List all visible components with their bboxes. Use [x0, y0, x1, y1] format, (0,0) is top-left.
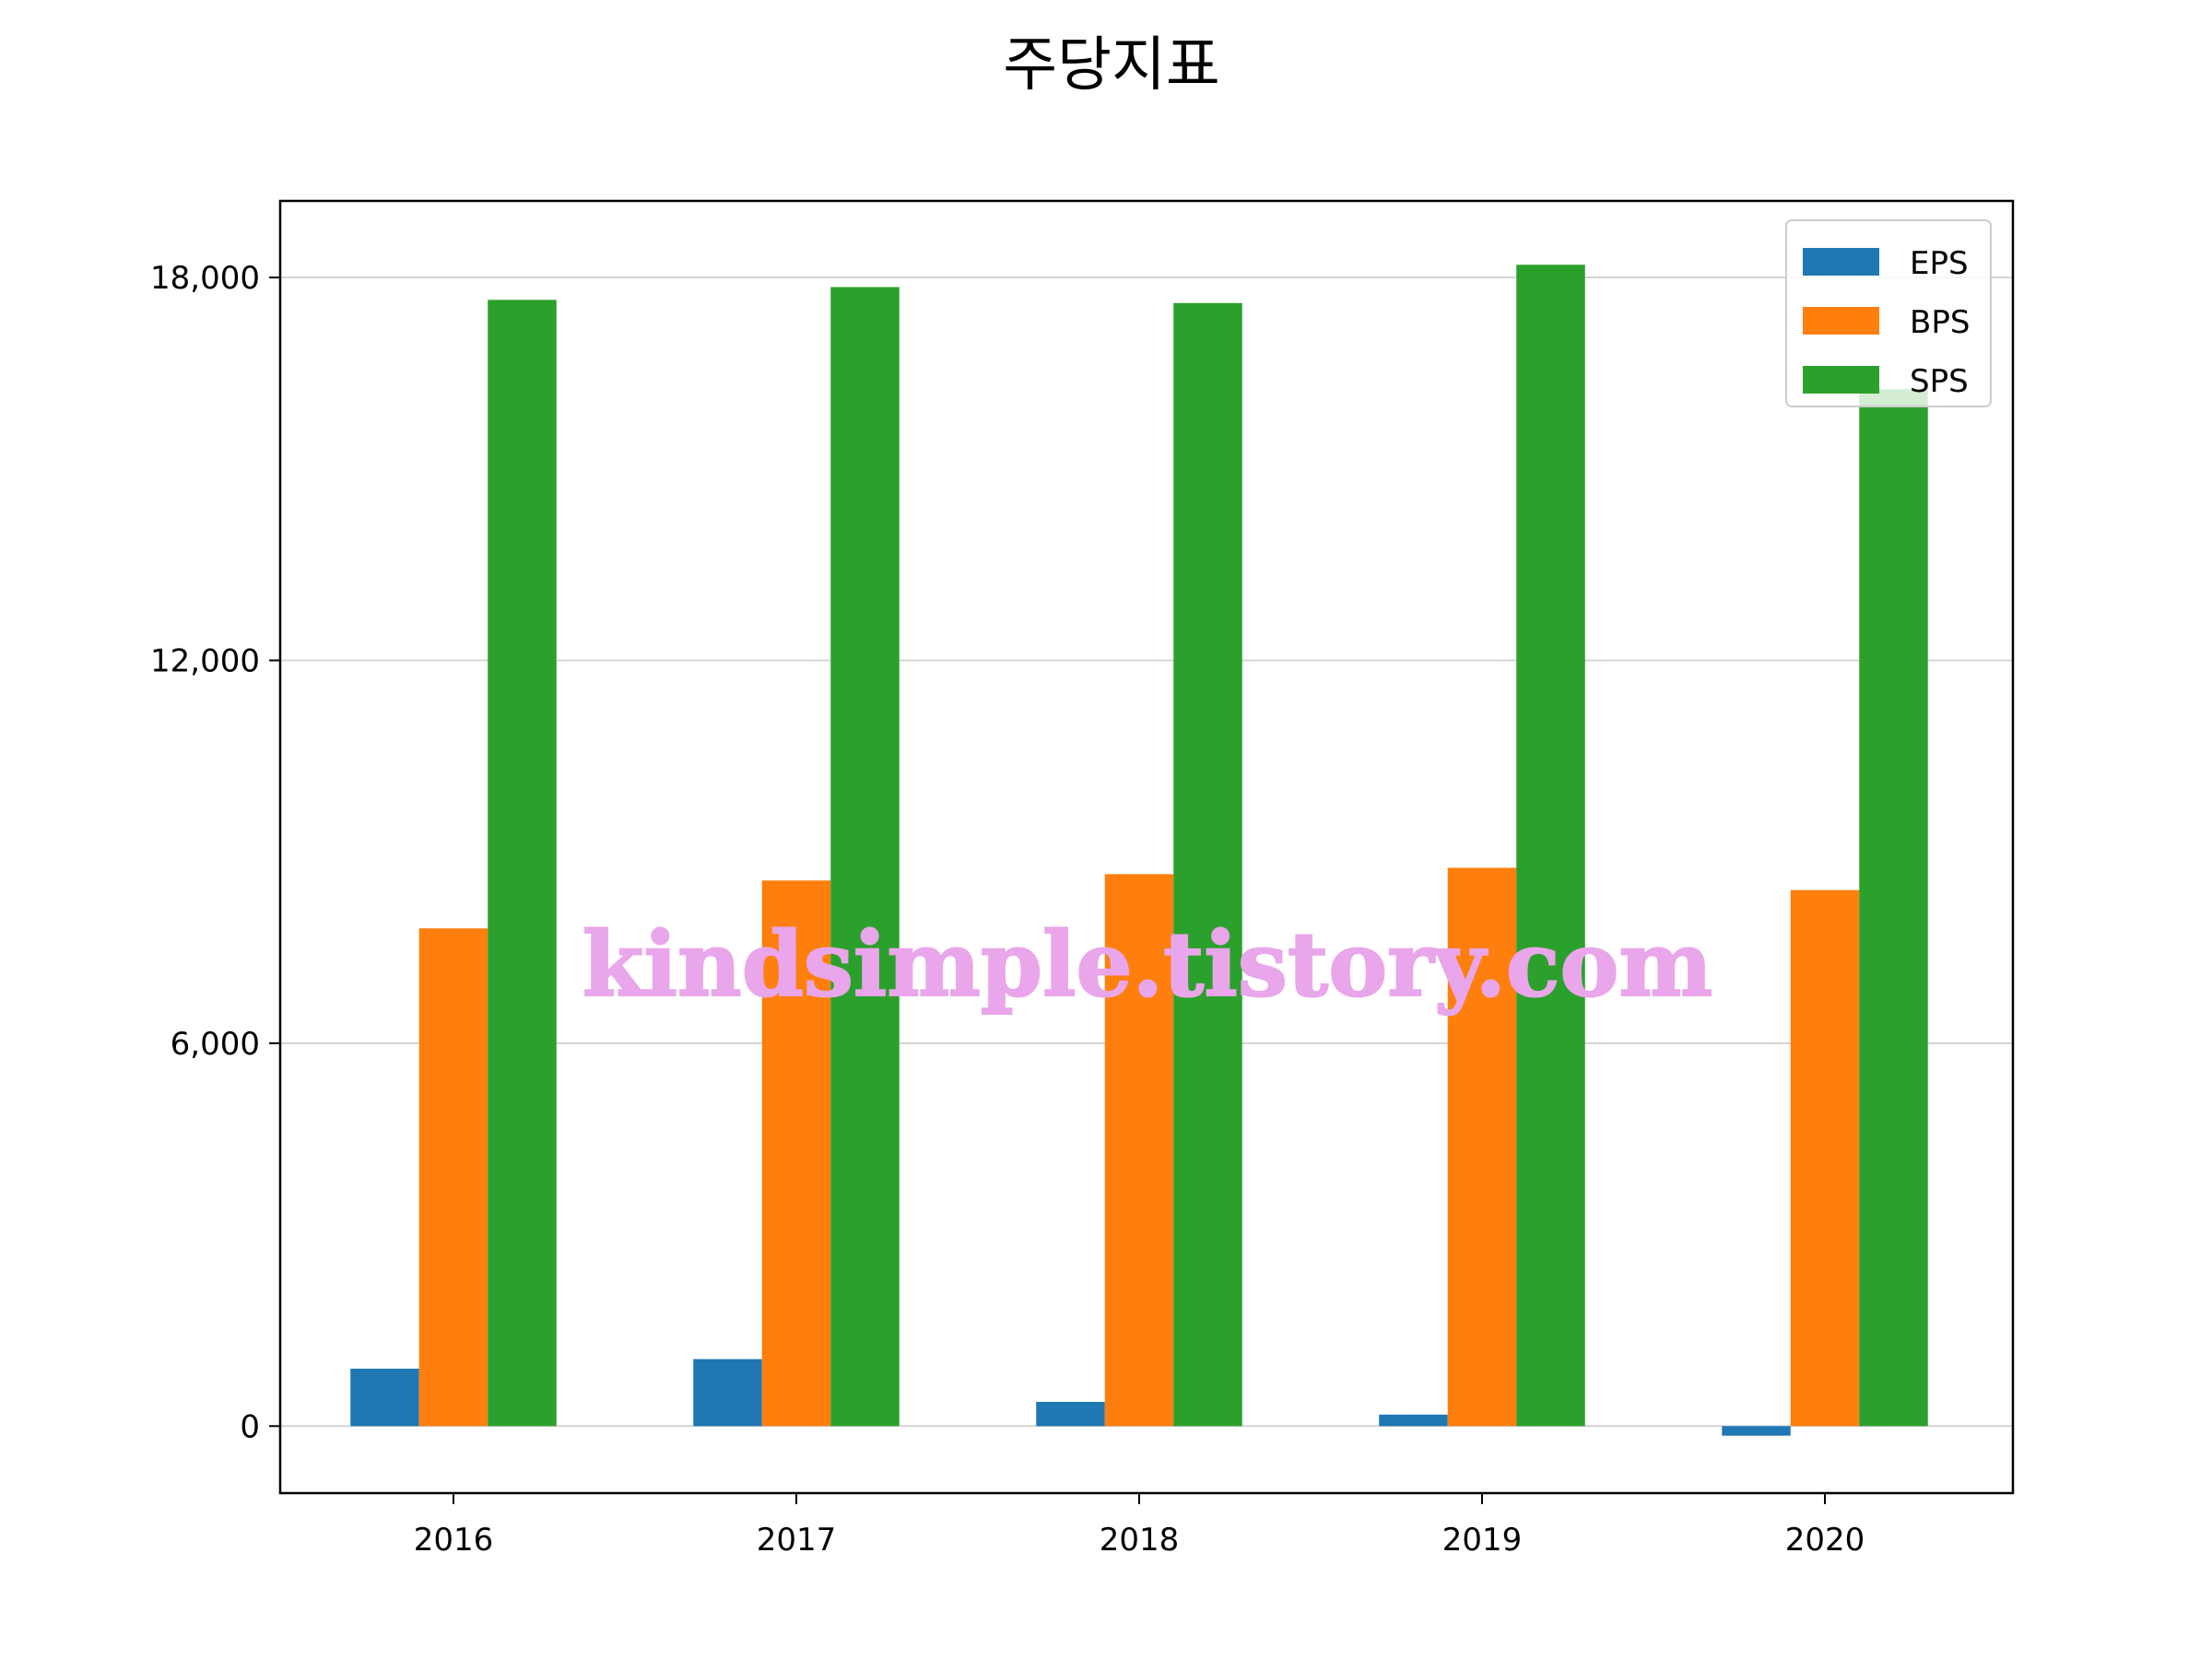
watermark: kindsimple.tistory.com — [582, 912, 1713, 1018]
x-tick-label: 2019 — [1442, 1522, 1523, 1559]
legend-swatch-sps — [1803, 366, 1879, 394]
bar-sps-2016 — [488, 300, 557, 1427]
bar-eps-2020 — [1722, 1426, 1791, 1436]
y-tick-label: 0 — [240, 1408, 260, 1445]
legend-swatch-eps — [1803, 248, 1879, 276]
legend-label-sps: SPS — [1910, 363, 1969, 400]
series-sps — [488, 265, 1928, 1427]
y-tick-label: 6,000 — [171, 1026, 260, 1063]
bar-eps-2017 — [693, 1359, 762, 1427]
legend: EPS BPS SPS — [1785, 219, 1992, 407]
bar-sps-2019 — [1516, 265, 1585, 1427]
y-axis: 0 6,000 12,000 18,000 — [150, 260, 280, 1445]
plot-frame — [278, 199, 2015, 1495]
bar-sps-2018 — [1173, 302, 1242, 1427]
bar-sps-2017 — [830, 287, 900, 1427]
legend-swatch-bps — [1803, 307, 1879, 335]
chart-title: 주당지표 — [1003, 31, 1220, 100]
legend-label-bps: BPS — [1910, 304, 1970, 341]
bar-bps-2016 — [418, 928, 488, 1427]
x-tick-label: 2016 — [414, 1522, 494, 1559]
bar-bps-2017 — [761, 880, 831, 1427]
bar-bps-2020 — [1790, 889, 1860, 1427]
x-axis: 2016 2017 2018 2019 2020 — [414, 1493, 1865, 1559]
x-tick-label: 2017 — [757, 1522, 837, 1559]
legend-label-eps: EPS — [1910, 245, 1969, 282]
bar-eps-2016 — [350, 1368, 419, 1427]
bar-bps-2019 — [1447, 867, 1517, 1427]
series-bps — [418, 867, 1860, 1427]
y-tick-label: 12,000 — [150, 642, 260, 679]
y-tick-label: 18,000 — [150, 260, 260, 297]
bar-sps-2020 — [1859, 389, 1928, 1427]
bar-bps-2018 — [1104, 874, 1174, 1427]
bar-eps-2019 — [1379, 1414, 1448, 1427]
watermark-text: kindsimple.tistory.com — [582, 912, 1712, 1017]
series-eps — [350, 1359, 1791, 1436]
bar-eps-2018 — [1036, 1401, 1105, 1427]
bars — [350, 265, 1928, 1436]
x-tick-label: 2018 — [1100, 1522, 1180, 1559]
x-tick-label: 2020 — [1785, 1522, 1865, 1559]
